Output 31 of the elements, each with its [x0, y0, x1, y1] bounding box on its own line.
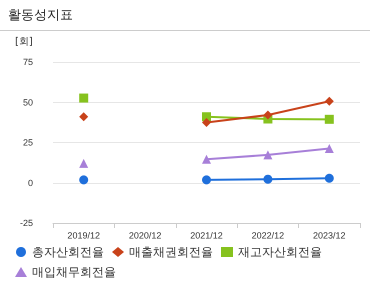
point [263, 150, 272, 160]
point [263, 110, 272, 120]
point [202, 112, 211, 122]
x-tick-label: 2023/12 [313, 230, 346, 240]
x-tick-label: 2021/12 [190, 230, 223, 240]
x-tick-label: 2019/12 [67, 230, 100, 240]
legend-label: 매입채무회전율 [32, 265, 116, 279]
y-tick-label: -25 [20, 218, 33, 228]
point [324, 114, 334, 124]
point [263, 174, 272, 184]
legend-label: 매출채권회전율 [129, 245, 213, 259]
point [79, 94, 88, 103]
y-tick-label: 0 [28, 178, 33, 188]
x-tick-label: 2022/12 [252, 230, 284, 240]
y-tick-label: 50 [22, 97, 33, 108]
legend-label: 총자산회전율 [32, 245, 104, 259]
y-tick-label: 25 [22, 138, 33, 148]
point [79, 175, 88, 184]
point [79, 158, 88, 168]
point [202, 118, 211, 128]
point [324, 96, 334, 106]
y-axis-title: [회] [15, 36, 33, 48]
chart-title: 활동성지표 [8, 7, 73, 24]
point [202, 175, 211, 184]
point [324, 144, 334, 153]
point [202, 154, 211, 164]
point [324, 174, 334, 183]
point [79, 112, 88, 122]
x-tick-label: 2020/12 [128, 230, 162, 240]
y-tick-label: 75 [22, 57, 33, 67]
legend-label: 재고자산회전율 [238, 245, 322, 259]
